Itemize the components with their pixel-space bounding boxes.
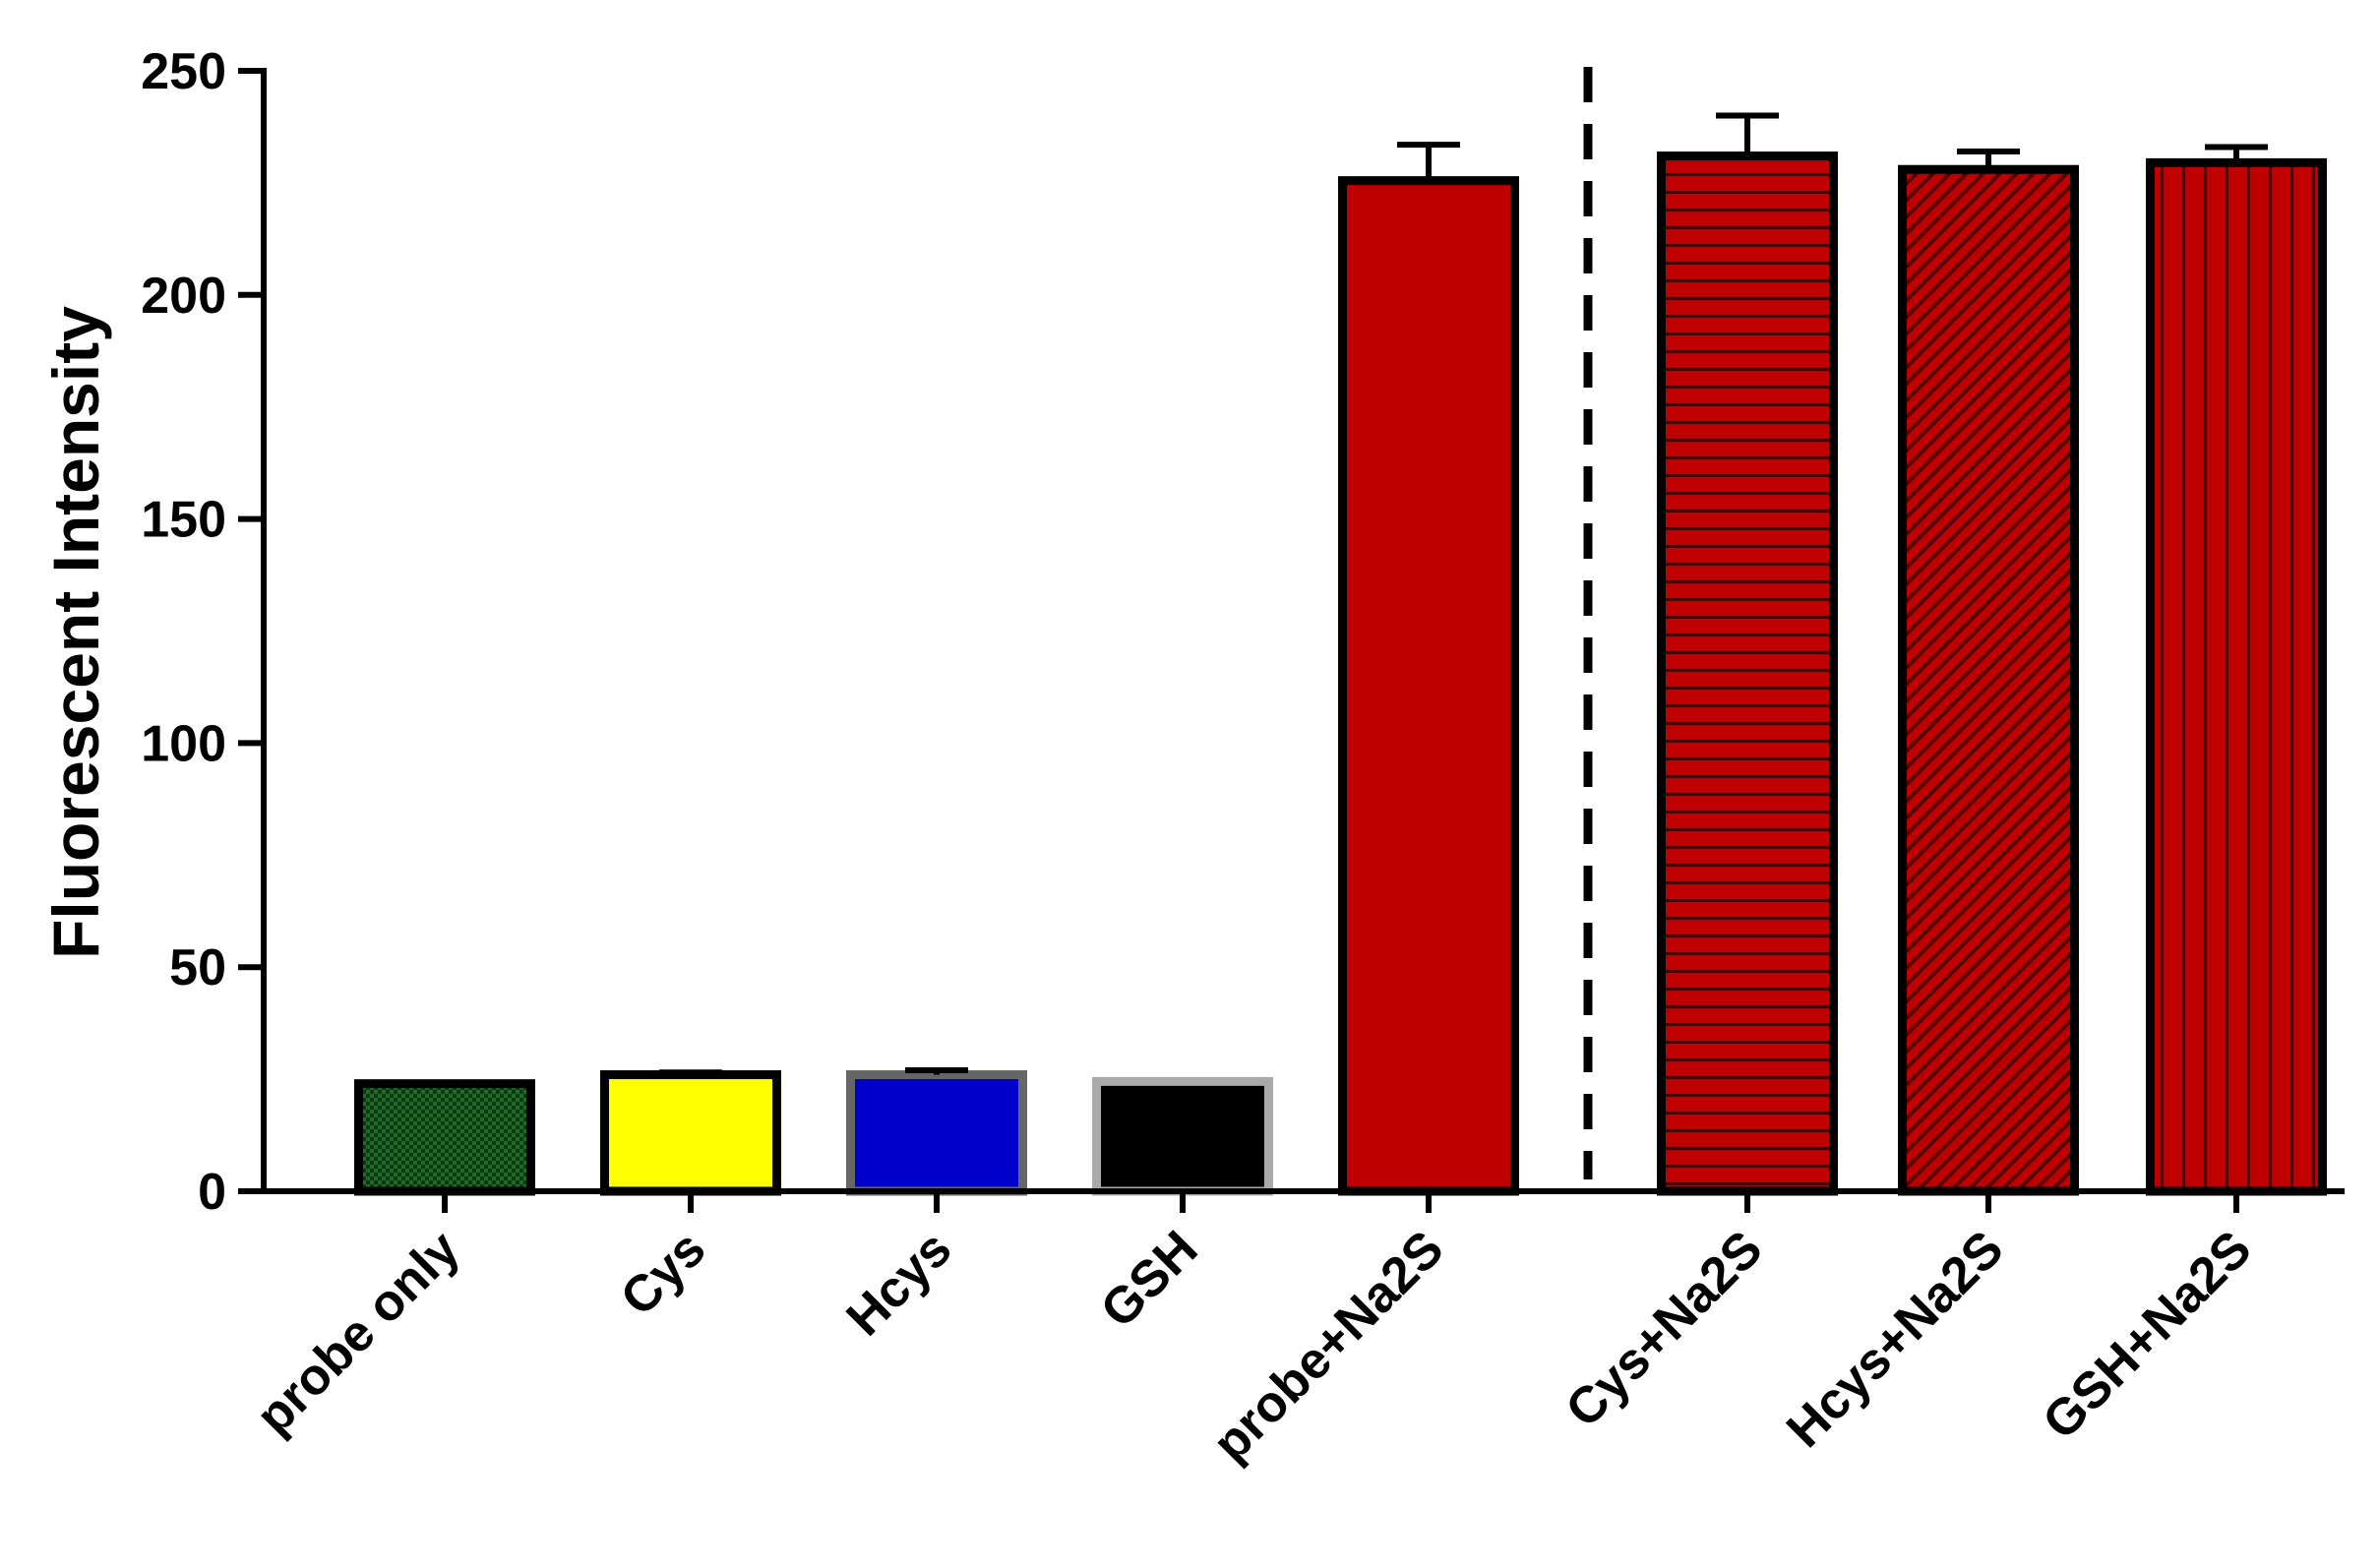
x-category-label-probe-only: probe only xyxy=(246,1220,471,1445)
bar-probe-na2s xyxy=(1338,176,1519,1196)
y-tick-label: 150 xyxy=(141,492,226,549)
error-bars-layer xyxy=(659,112,2268,1076)
x-category-label-gsh-na2s: GSH+Na2S xyxy=(2032,1220,2262,1450)
y-tick-label: 50 xyxy=(169,939,226,996)
error-bar-cys xyxy=(659,1069,722,1076)
error-bar-gsh-na2s xyxy=(2205,144,2268,163)
bars-layer xyxy=(354,151,2327,1196)
x-category-label-hcys-na2s: Hcys+Na2S xyxy=(1776,1220,2014,1458)
bar-gsh-na2s xyxy=(2146,157,2327,1196)
x-category-label-cys-na2s: Cys+Na2S xyxy=(1556,1220,1774,1438)
error-bar-probe-na2s xyxy=(1397,142,1460,181)
bar-gsh xyxy=(1092,1076,1273,1196)
bar-hcys xyxy=(846,1070,1027,1196)
error-bar-hcys-na2s xyxy=(1957,149,2020,170)
x-category-label-gsh: GSH xyxy=(1090,1220,1209,1339)
y-axis-title: Fluorescent Intensity xyxy=(39,306,112,959)
y-tick-label: 100 xyxy=(141,715,226,772)
x-category-label-probe-na2s: probe+Na2S xyxy=(1202,1220,1455,1473)
error-bar-cys-na2s xyxy=(1716,112,1779,156)
bar-cys-na2s xyxy=(1657,151,1838,1196)
y-tick-label: 0 xyxy=(198,1164,226,1221)
x-category-label-hcys: Hcys xyxy=(836,1220,963,1347)
y-axis: 0 50 100 150 200 250 xyxy=(141,43,267,1221)
bar-probe-only xyxy=(354,1079,535,1196)
bar-hcys-na2s xyxy=(1898,164,2079,1196)
bar-cys xyxy=(600,1070,781,1196)
error-bar-hcys xyxy=(905,1066,968,1075)
y-tick-label: 200 xyxy=(141,268,226,325)
y-tick-label: 250 xyxy=(141,43,226,100)
x-category-label-cys: Cys xyxy=(610,1220,716,1326)
